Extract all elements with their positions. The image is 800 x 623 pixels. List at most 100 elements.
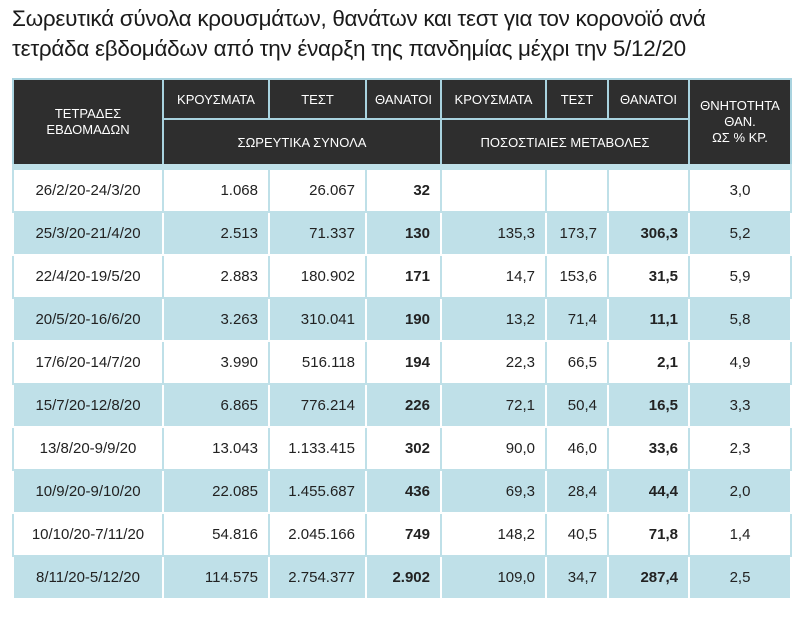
table-cell: 749 [365, 512, 442, 557]
table-cell: 40,5 [545, 512, 609, 557]
table-cell: 148,2 [440, 512, 547, 557]
table-cell: 10/10/20-7/11/20 [12, 512, 164, 557]
table-cell: 2.902 [365, 555, 442, 600]
table-row: 13/8/20-9/9/20 13.043 1.133.415 302 90,0 46,0… [12, 426, 792, 471]
table-cell: 1,4 [688, 512, 792, 557]
table-cell: 8/11/20-5/12/20 [12, 555, 164, 600]
table-cell: 2.513 [162, 211, 270, 256]
table-cell: 71,8 [607, 512, 690, 557]
table-cell: 2.883 [162, 254, 270, 299]
table-cell: 776.214 [268, 383, 367, 428]
table-cell: 17/6/20-14/7/20 [12, 340, 164, 385]
table-row: 25/3/20-21/4/20 2.513 71.337 130 135,3 173,7 3… [12, 211, 792, 256]
table-cell: 109,0 [440, 555, 547, 600]
table-cell: 5,2 [688, 211, 792, 256]
header-cell: ΘΝΗΤΟΤΗΤΑ ΘΑΝ. ΩΣ % ΚΡ. [688, 78, 792, 168]
table-cell: 171 [365, 254, 442, 299]
header-cell: ΚΡΟΥΣΜΑΤΑ [440, 78, 547, 120]
table-cell: 1.455.687 [268, 469, 367, 514]
table-cell: 44,4 [607, 469, 690, 514]
table-cell: 20/5/20-16/6/20 [12, 297, 164, 342]
table-cell: 3,0 [688, 164, 792, 213]
header-line: ΩΣ % ΚΡ. [712, 130, 768, 145]
table-cell: 72,1 [440, 383, 547, 428]
table-cell: 3,3 [688, 383, 792, 428]
header-cell: ΚΡΟΥΣΜΑΤΑ [162, 78, 270, 120]
table-cell: 46,0 [545, 426, 609, 471]
header-cell: ΤΕΣΤ [545, 78, 609, 120]
table-cell: 22.085 [162, 469, 270, 514]
header-line: ΘΝΗΤΟΤΗΤΑ [700, 98, 780, 113]
table-body: 26/2/20-24/3/20 1.068 26.067 32 3,0 25/3/20-2… [12, 164, 792, 600]
table-cell: 14,7 [440, 254, 547, 299]
table-cell: 302 [365, 426, 442, 471]
table-cell: 436 [365, 469, 442, 514]
table-row: 22/4/20-19/5/20 2.883 180.902 171 14,7 153,6 3… [12, 254, 792, 299]
table-row: 15/7/20-12/8/20 6.865 776.214 226 72,1 50,4 16… [12, 383, 792, 428]
table-cell: 2,0 [688, 469, 792, 514]
table-cell: 26.067 [268, 164, 367, 213]
table-cell: 32 [365, 164, 442, 213]
table-cell: 2,3 [688, 426, 792, 471]
table-cell: 194 [365, 340, 442, 385]
header-cell: ΤΕΣΤ [268, 78, 367, 120]
table-cell: 2.045.166 [268, 512, 367, 557]
table-cell: 10/9/20-9/10/20 [12, 469, 164, 514]
table-cell: 2,5 [688, 555, 792, 600]
table-cell: 310.041 [268, 297, 367, 342]
table-cell: 1.133.415 [268, 426, 367, 471]
table-cell: 11,1 [607, 297, 690, 342]
table-row: 10/9/20-9/10/20 22.085 1.455.687 436 69,3 28,… [12, 469, 792, 514]
header-cell: ΘΑΝΑΤΟΙ [607, 78, 690, 120]
table-cell: 1.068 [162, 164, 270, 213]
table-cell: 28,4 [545, 469, 609, 514]
table-header: ΤΕΤΡΑΔΕΣ ΕΒΔΟΜΑΔΩΝ ΚΡΟΥΣΜΑΤΑ ΤΕΣΤ ΘΑΝΑΤΟ… [12, 78, 792, 168]
data-table: ΤΕΤΡΑΔΕΣ ΕΒΔΟΜΑΔΩΝ ΚΡΟΥΣΜΑΤΑ ΤΕΣΤ ΘΑΝΑΤΟ… [12, 78, 792, 600]
table-row: 20/5/20-16/6/20 3.263 310.041 190 13,2 71,4 11… [12, 297, 792, 342]
table-cell: 180.902 [268, 254, 367, 299]
table-cell: 516.118 [268, 340, 367, 385]
table-row: 8/11/20-5/12/20 114.575 2.754.377 2.902 109,… [12, 555, 792, 600]
header-cell: ΘΑΝΑΤΟΙ [365, 78, 442, 120]
table-cell: 13,2 [440, 297, 547, 342]
table-cell: 135,3 [440, 211, 547, 256]
title-line: Σωρευτικά σύνολα κρουσμάτων, θανάτων και… [12, 6, 706, 31]
header-line: ΕΒΔΟΜΑΔΩΝ [46, 122, 130, 137]
table-cell: 3.263 [162, 297, 270, 342]
table-cell: 16,5 [607, 383, 690, 428]
table-cell: 71,4 [545, 297, 609, 342]
table-cell: 153,6 [545, 254, 609, 299]
table-cell: 13/8/20-9/9/20 [12, 426, 164, 471]
table-cell: 3.990 [162, 340, 270, 385]
group-header: ΠΟΣΟΣΤΙΑΙΕΣ ΜΕΤΑΒΟΛΕΣ [440, 118, 690, 168]
table-cell: 34,7 [545, 555, 609, 600]
table-cell: 114.575 [162, 555, 270, 600]
header-line: ΤΕΤΡΑΔΕΣ [54, 106, 122, 121]
table-cell: 13.043 [162, 426, 270, 471]
table-row: 26/2/20-24/3/20 1.068 26.067 32 3,0 [12, 164, 792, 213]
table-row: 10/10/20-7/11/20 54.816 2.045.166 749 148,2 4… [12, 512, 792, 557]
table-row: 17/6/20-14/7/20 3.990 516.118 194 22,3 66,5 2,… [12, 340, 792, 385]
table-cell: 190 [365, 297, 442, 342]
table-cell: 33,6 [607, 426, 690, 471]
table-cell: 2.754.377 [268, 555, 367, 600]
table-cell: 54.816 [162, 512, 270, 557]
table-cell: 5,8 [688, 297, 792, 342]
table-cell: 69,3 [440, 469, 547, 514]
table-cell: 22/4/20-19/5/20 [12, 254, 164, 299]
table-cell: 66,5 [545, 340, 609, 385]
table-cell: 5,9 [688, 254, 792, 299]
table-cell: 50,4 [545, 383, 609, 428]
table-cell [545, 164, 609, 213]
table-cell: 6.865 [162, 383, 270, 428]
table-cell: 306,3 [607, 211, 690, 256]
header-cell: ΤΕΤΡΑΔΕΣ ΕΒΔΟΜΑΔΩΝ [12, 78, 164, 168]
table-cell: 22,3 [440, 340, 547, 385]
table-cell: 2,1 [607, 340, 690, 385]
table-cell: 130 [365, 211, 442, 256]
table-cell [440, 164, 547, 213]
table-cell: 173,7 [545, 211, 609, 256]
table-cell: 26/2/20-24/3/20 [12, 164, 164, 213]
table-cell [607, 164, 690, 213]
